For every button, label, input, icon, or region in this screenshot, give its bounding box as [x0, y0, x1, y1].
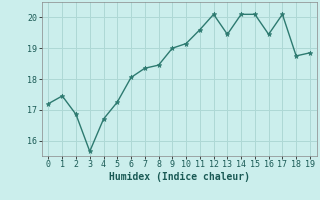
- X-axis label: Humidex (Indice chaleur): Humidex (Indice chaleur): [109, 172, 250, 182]
